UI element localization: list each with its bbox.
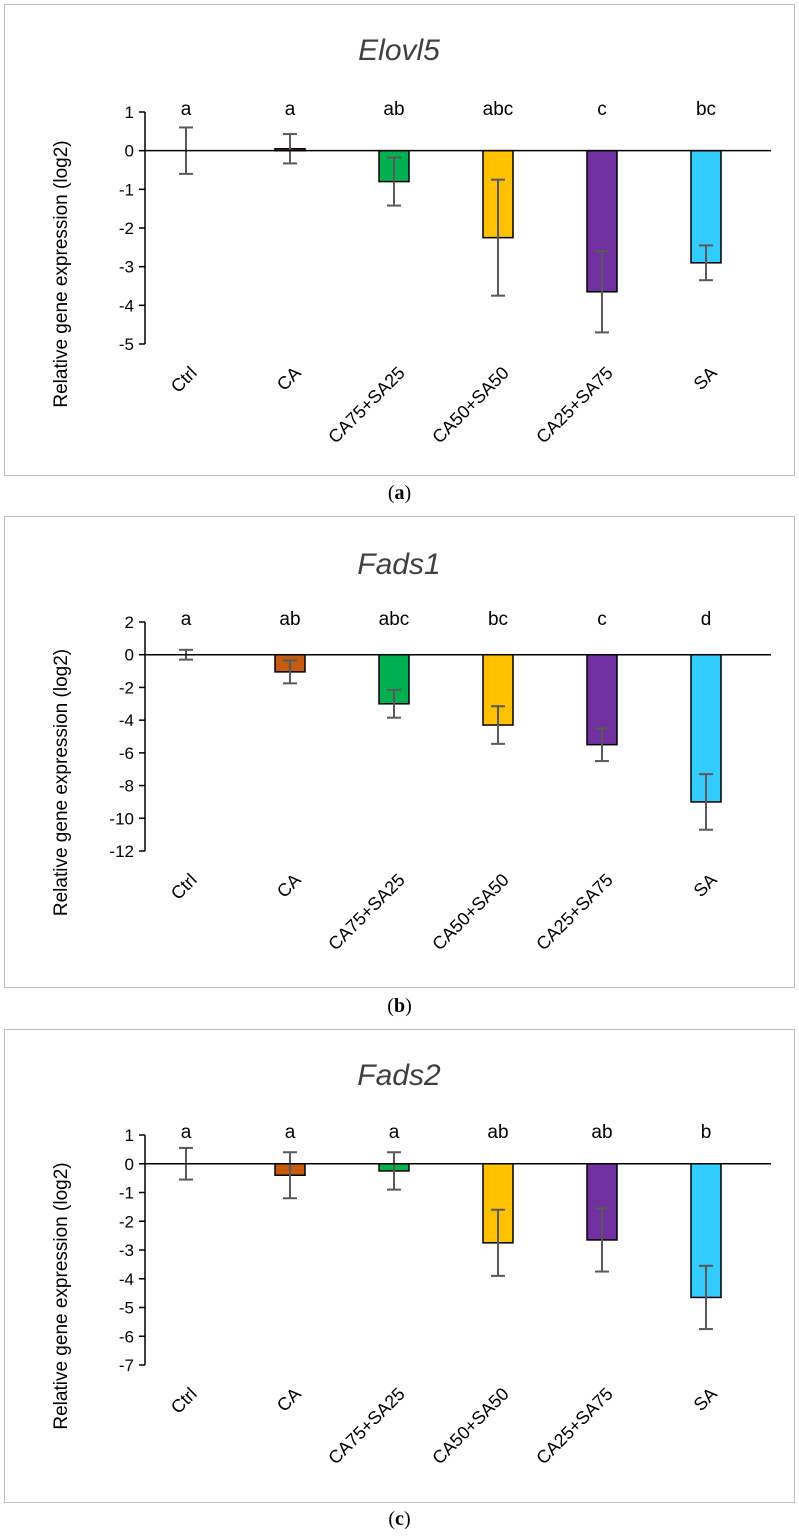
y-tick-label: -3	[119, 258, 134, 277]
x-tick-label: CA50+SA50	[428, 363, 513, 448]
significance-label: c	[597, 609, 607, 630]
x-tick-label: CA75+SA25	[324, 1384, 409, 1469]
significance-label: ab	[591, 1122, 612, 1143]
chart-panel-elovl5: Elovl5 Relative gene expression (log2) -5 -…	[4, 4, 795, 476]
x-tick-label: Ctrl	[167, 870, 201, 904]
significance-label: a	[389, 1122, 400, 1143]
x-tick-label: CA50+SA50	[428, 1384, 513, 1469]
bar-SA	[690, 149, 722, 264]
x-tick-label: CA	[273, 870, 305, 902]
y-tick-label: -6	[119, 1327, 134, 1346]
x-tick-label: CA25+SA75	[532, 363, 617, 448]
y-tick-label: 0	[125, 646, 134, 665]
significance-label: ab	[487, 1122, 508, 1143]
y-tick-label: -4	[119, 711, 134, 730]
y-tick-label: -10	[109, 809, 134, 828]
y-tick-label: -6	[119, 744, 134, 763]
y-axis-label: Relative gene expression (log2)	[51, 1162, 72, 1429]
y-tick-label: 0	[125, 142, 134, 161]
y-tick-label: -4	[119, 1270, 134, 1289]
y-tick-label: 0	[125, 1155, 134, 1174]
y-tick-label: -1	[119, 180, 134, 199]
y-axis-label: Relative gene expression (log2)	[51, 649, 72, 916]
y-tick-label: -7	[119, 1356, 134, 1375]
significance-label: c	[597, 99, 607, 120]
significance-label: ab	[279, 609, 300, 630]
significance-label: a	[285, 99, 296, 120]
chart-fads2: Fads2 Relative gene expression (log2) -7 -6…	[51, 1059, 771, 1469]
chart-title: Fads1	[357, 548, 440, 581]
chart-elovl5: Elovl5 Relative gene expression (log2) -5 -…	[51, 34, 771, 448]
caption-c: (c)	[388, 1508, 411, 1530]
x-tick-label: CA25+SA75	[532, 870, 617, 955]
significance-label: a	[181, 609, 192, 630]
y-tick-label: -2	[119, 1212, 134, 1231]
x-tick-label: SA	[690, 870, 721, 901]
significance-label: abc	[379, 609, 410, 630]
x-tick-label: CA	[273, 363, 305, 395]
y-tick-label: -2	[119, 678, 134, 697]
x-tick-label: CA	[273, 1384, 305, 1416]
significance-label: bc	[488, 609, 508, 630]
x-tick-label: SA	[690, 363, 721, 394]
x-tick-label: CA25+SA75	[532, 1384, 617, 1469]
y-tick-label: -1	[119, 1184, 134, 1203]
y-tick-label: -4	[119, 296, 134, 315]
chart-panel-fads2: Fads2 Relative gene expression (log2) -7 -6…	[4, 1029, 795, 1503]
chart-fads1: Fads1 Relative gene expression (log2) -12 -…	[51, 548, 771, 955]
significance-label: ab	[383, 99, 404, 120]
x-tick-label: CA75+SA25	[324, 363, 409, 448]
chart-title: Elovl5	[358, 34, 440, 67]
y-tick-label: 1	[125, 103, 134, 122]
significance-label: abc	[483, 99, 514, 120]
y-axis-label: Relative gene expression (log2)	[51, 140, 72, 407]
y-tick-label: -5	[119, 1299, 134, 1318]
caption-a: (a)	[387, 482, 412, 504]
y-tick-label: -3	[119, 1241, 134, 1260]
y-tick-label: -2	[119, 219, 134, 238]
significance-label: d	[701, 609, 712, 630]
significance-label: b	[701, 1122, 712, 1143]
chart-title: Fads2	[357, 1059, 441, 1092]
x-tick-label: SA	[690, 1384, 721, 1415]
x-tick-label: Ctrl	[167, 363, 201, 397]
caption-b: (b)	[387, 995, 412, 1017]
significance-label: bc	[696, 99, 716, 120]
significance-label: a	[181, 99, 192, 120]
y-tick-label: 2	[125, 613, 134, 632]
x-tick-label: Ctrl	[167, 1384, 201, 1418]
y-tick-label: -5	[119, 335, 134, 354]
x-tick-label: CA75+SA25	[324, 870, 409, 955]
x-tick-label: CA50+SA50	[428, 870, 513, 955]
chart-panel-fads1: Fads1 Relative gene expression (log2) -12 -…	[4, 516, 795, 988]
y-tick-label: 1	[125, 1126, 134, 1145]
y-tick-label: -12	[109, 842, 134, 861]
significance-label: a	[181, 1122, 192, 1143]
significance-label: a	[285, 1122, 296, 1143]
y-tick-label: -8	[119, 777, 134, 796]
